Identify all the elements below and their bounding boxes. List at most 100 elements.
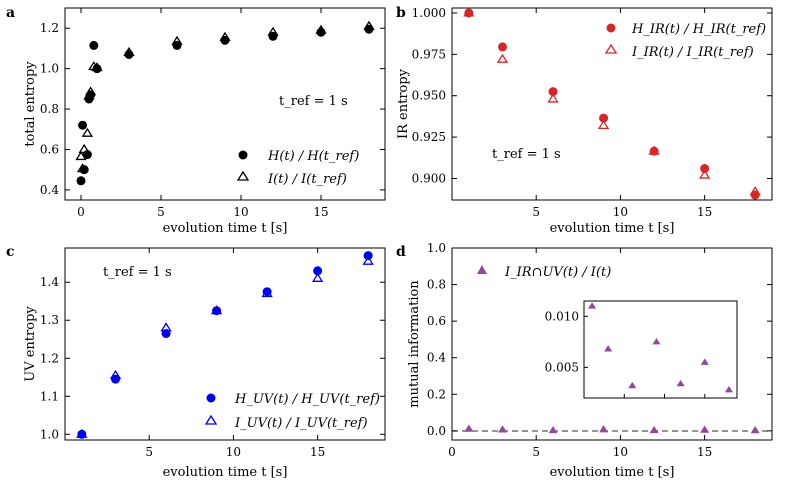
data-point <box>496 53 509 63</box>
x-tick-label: 10 <box>613 445 628 459</box>
y-axis-label-b: IR entropy <box>396 68 411 139</box>
inset-d: 0.005 0.010 <box>545 300 738 399</box>
data-point <box>89 40 99 50</box>
y-tick-label: 0.4 <box>427 351 446 365</box>
legend-entry: I_UV(t) / I_UV(t_ref) <box>234 416 368 431</box>
y-tick-labels-d: 0.0 0.2 0.4 0.6 0.8 1.0 <box>427 241 446 438</box>
x-tick-label: 5 <box>157 205 165 219</box>
data-point <box>547 93 559 103</box>
x-tick-label: 5 <box>532 445 540 459</box>
panel-label-a: a <box>6 5 15 21</box>
data-point <box>464 424 474 432</box>
y-tick-label: 1.4 <box>40 275 59 289</box>
y-tick-label: 1.3 <box>40 313 59 327</box>
data-point <box>111 374 121 384</box>
data-point <box>123 46 135 56</box>
data-point <box>700 358 709 365</box>
data-point <box>750 426 760 434</box>
data-point <box>78 143 90 154</box>
y-tick-label: 0.8 <box>40 102 59 116</box>
x-tick-labels-a: 0 5 10 15 <box>77 205 328 219</box>
legend-entry: I_IR(t) / I_IR(t_ref) <box>631 45 754 60</box>
x-axis-label-b: evolution time t [s] <box>550 221 675 236</box>
x-tick-label: 5 <box>145 445 153 459</box>
data-point <box>498 42 508 52</box>
data-marks-d <box>464 424 760 434</box>
data-point <box>171 35 183 45</box>
data-marks-b <box>463 7 761 200</box>
y-tick-label: 0.900 <box>412 171 446 185</box>
x-tick-label: 15 <box>697 205 712 219</box>
inset-y-tick-labels: 0.005 0.010 <box>545 309 579 374</box>
data-point <box>172 40 182 50</box>
y-tick-label: 0.925 <box>412 130 446 144</box>
data-point <box>76 163 89 173</box>
y-tick-label: 1.0 <box>40 427 59 441</box>
data-point <box>76 428 88 438</box>
data-point <box>604 345 613 352</box>
legend-marker-open-triangle <box>204 414 218 425</box>
data-point <box>749 186 761 196</box>
data-point <box>268 31 278 41</box>
data-point <box>498 425 508 433</box>
y-tick-label: 0.005 <box>545 360 579 374</box>
data-point <box>698 169 711 179</box>
legend-entry: H_UV(t) / H_UV(t_ref) <box>234 392 380 407</box>
data-point <box>548 87 558 97</box>
data-point <box>652 338 661 345</box>
y-tick-label: 1.0 <box>40 62 59 76</box>
data-point <box>648 145 660 155</box>
y-axis-label-c: UV entropy <box>23 306 38 382</box>
legend-entry: H(t) / H(t_ref) <box>267 149 359 164</box>
data-point <box>597 119 610 130</box>
y-tick-label: 0.2 <box>427 387 446 401</box>
data-point <box>463 7 475 17</box>
panel-b: b 5 10 15 0.900 0.925 0.950 0.975 1.000 … <box>396 5 773 236</box>
data-point <box>84 86 97 96</box>
y-tick-label: 1.1 <box>40 389 59 403</box>
data-point <box>76 176 86 186</box>
data-point <box>78 120 88 130</box>
y-tick-label: 0.8 <box>427 278 446 292</box>
legend-marker-filled-triangle <box>477 265 487 274</box>
legend-entry: I(t) / I(t_ref) <box>267 172 347 187</box>
y-axis-label-d: mutual information <box>407 280 422 408</box>
axes-frame-d <box>451 247 773 441</box>
y-tick-label: 1.2 <box>40 21 59 35</box>
legend-marker-filled-circle <box>206 393 216 403</box>
y-tick-labels-b: 0.900 0.925 0.950 0.975 1.000 <box>412 6 446 186</box>
y-tick-label: 1.2 <box>40 351 59 365</box>
y-tick-label: 0.950 <box>412 89 446 103</box>
data-point <box>219 31 231 41</box>
x-tick-label: 5 <box>532 205 540 219</box>
data-point <box>81 127 94 137</box>
x-tick-label: 10 <box>613 205 628 219</box>
annotation-a: t_ref = 1 s <box>279 94 348 109</box>
y-tick-label: 0.6 <box>427 314 446 328</box>
annotation-c: t_ref = 1 s <box>103 265 172 280</box>
legend-d: I_IR∩UV(t) / I(t) <box>477 265 611 280</box>
data-point <box>124 49 134 59</box>
legend-entry: I_IR∩UV(t) / I(t) <box>504 265 611 280</box>
x-tick-label: 0 <box>448 445 456 459</box>
legend-marker-open-triangle <box>604 43 618 54</box>
x-axis-label-a: evolution time t [s] <box>163 221 288 236</box>
legend-entry: H_IR(t) / H_IR(t_ref) <box>631 22 766 37</box>
axes-frame-c <box>64 247 386 441</box>
data-point <box>363 251 373 261</box>
data-point <box>316 27 326 37</box>
legend-b: H_IR(t) / H_IR(t_ref) I_IR(t) / I_IR(t_r… <box>604 22 766 60</box>
data-point <box>267 26 279 36</box>
data-point <box>700 164 710 174</box>
legend-marker-filled-circle <box>238 150 248 160</box>
data-point <box>599 425 609 433</box>
data-point <box>160 322 172 332</box>
annotation-b: t_ref = 1 s <box>492 147 561 162</box>
panel-d: d 0 5 10 15 0.0 0.2 0.4 0.6 0.8 1.0 evol… <box>396 241 773 480</box>
data-point <box>548 425 558 434</box>
axes-frame-a <box>64 7 386 201</box>
x-tick-labels-d: 0 5 10 15 <box>448 445 712 459</box>
y-tick-label: 1.0 <box>427 241 446 255</box>
data-marks-c <box>76 251 374 439</box>
y-axis-label-a: total entropy <box>23 61 38 147</box>
